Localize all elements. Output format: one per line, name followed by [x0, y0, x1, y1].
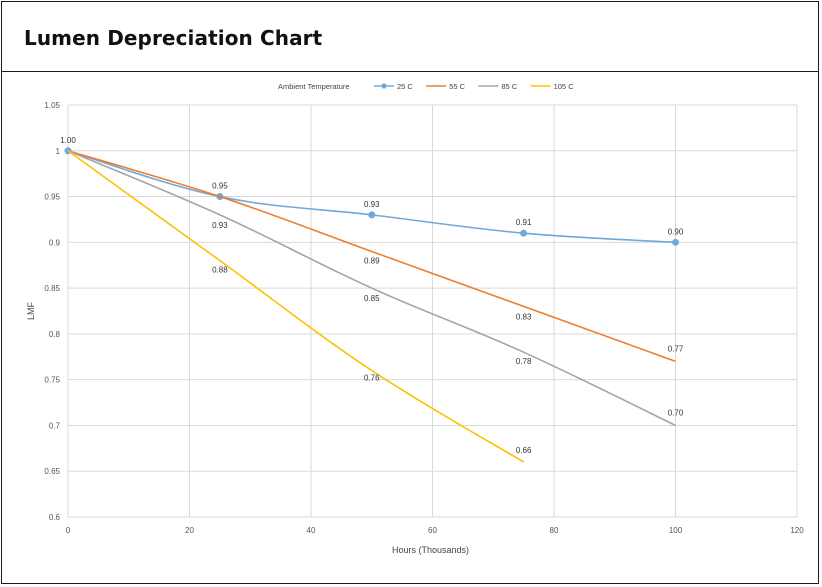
data-labels: 1.00 0.95 0.93 0.91 0.90 0.89 0.83 0.77 0.93 0.85…	[60, 136, 684, 455]
data-label-105-c: 0.66	[516, 446, 532, 455]
y-tick-label: 0.9	[49, 238, 61, 247]
data-label-25-c: 0.90	[668, 227, 684, 236]
y-tick-label: 0.65	[44, 467, 60, 476]
legend-marker-25-c	[381, 83, 387, 89]
data-label-85-c: 0.93	[212, 221, 228, 230]
y-tick-label: 0.95	[44, 193, 60, 202]
data-label-105-c: 0.76	[364, 374, 380, 383]
data-label-25-c: 0.91	[516, 218, 532, 227]
legend-entry-55-c: 55 C	[449, 82, 465, 91]
grid	[67, 104, 798, 518]
data-label-25-c: 0.93	[364, 200, 380, 209]
legend: Ambient Temperature 25 C 55 C 85 C 105 C	[278, 82, 574, 91]
y-tick-label: 0.6	[49, 513, 61, 522]
data-point-25-c	[672, 238, 679, 246]
lumen-depreciation-chart: 1.000.950.930.910.900.890.830.770.930.85…	[26, 82, 804, 555]
x-tick-label: 60	[428, 526, 437, 535]
legend-entry-85-c: 85 C	[501, 82, 517, 91]
series-line-55-c	[67, 150, 676, 363]
data-label-55-c: 0.83	[516, 312, 532, 321]
x-axis-title: Hours (Thousands)	[392, 545, 469, 555]
data-label-25-c: 0.95	[212, 182, 228, 191]
x-tick-label: 20	[185, 526, 194, 535]
data-point-25-c	[368, 211, 376, 219]
y-tick-label: 0.7	[49, 421, 61, 430]
data-label-85-c: 0.70	[668, 408, 684, 417]
title-bar: Lumen Depreciation Chart	[2, 2, 818, 72]
x-tick-label: 40	[307, 526, 316, 535]
y-tick-label: 1	[56, 147, 61, 156]
data-label-85-c: 0.85	[364, 294, 380, 303]
data-label-55-c: 0.89	[364, 256, 380, 265]
y-axis-title: LMF	[26, 301, 36, 320]
y-tick-label: 1.05	[44, 101, 60, 110]
y-tick-label: 0.75	[44, 376, 60, 385]
x-tick-label: 120	[790, 526, 804, 535]
x-tick-label: 80	[550, 526, 559, 535]
data-label-105-c: 0.88	[212, 266, 228, 275]
data-label-25-c: 1.00	[60, 136, 76, 145]
legend-title: Ambient Temperature	[278, 82, 350, 91]
x-tick-label: 0	[66, 526, 71, 535]
axes: 1.05 1 0.95 0.9 0.85 0.8 0.75 0.7 0.65 0.6 0 20 40 60…	[26, 101, 804, 555]
data-label-55-c: 0.77	[668, 344, 684, 353]
legend-entry-25-c: 25 C	[397, 82, 413, 91]
legend-entry-105-c: 105 C	[554, 82, 575, 91]
data-point-25-c	[520, 229, 528, 237]
series-line-85-c	[67, 150, 676, 427]
series-line-105-c	[67, 150, 525, 463]
y-tick-label: 0.8	[49, 330, 61, 339]
data-label-85-c: 0.78	[516, 357, 532, 366]
x-tick-label: 100	[669, 526, 683, 535]
page-title: Lumen Depreciation Chart	[24, 26, 323, 50]
y-tick-label: 0.85	[44, 284, 60, 293]
series-lines	[64, 147, 679, 463]
